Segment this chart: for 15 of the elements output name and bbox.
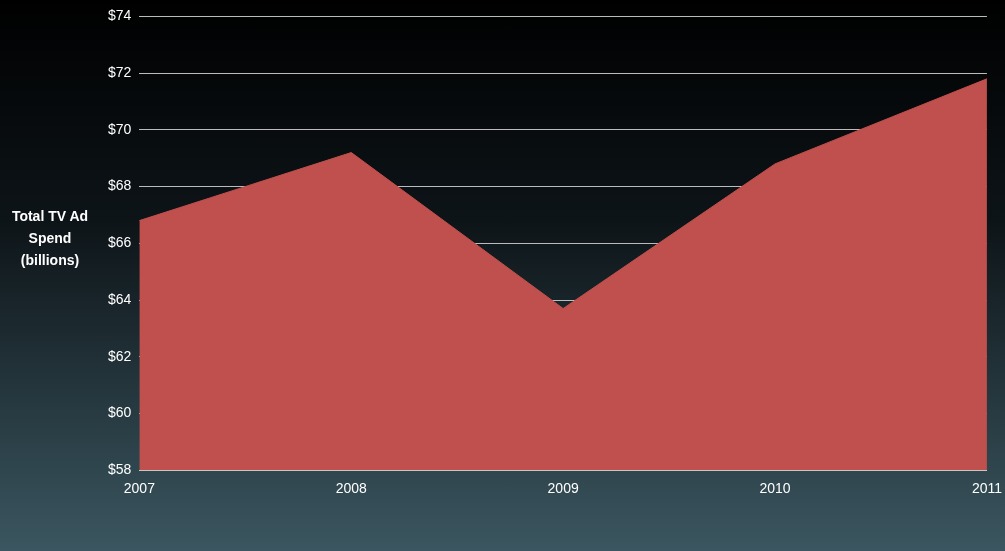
- y-tick-label: $60: [108, 404, 132, 421]
- x-tick-label: 2010: [759, 480, 791, 497]
- x-tick-label: 2009: [547, 480, 579, 497]
- y-tick-label: $64: [108, 290, 132, 307]
- y-tick-label: $68: [108, 177, 132, 194]
- y-tick-label: $72: [108, 63, 132, 80]
- y-axis-title: Total TV Ad Spend (billions): [10, 207, 90, 270]
- x-tick-label: 2011: [971, 480, 1003, 497]
- y-tick-label: $66: [108, 234, 132, 251]
- y-tick-label: $58: [108, 461, 132, 478]
- x-tick-label: 2008: [335, 480, 368, 497]
- y-tick-label: $70: [108, 120, 132, 137]
- y-tick-label: $62: [108, 347, 132, 364]
- x-tick-label: 2007: [123, 480, 156, 497]
- y-tick-label: $74: [108, 7, 132, 24]
